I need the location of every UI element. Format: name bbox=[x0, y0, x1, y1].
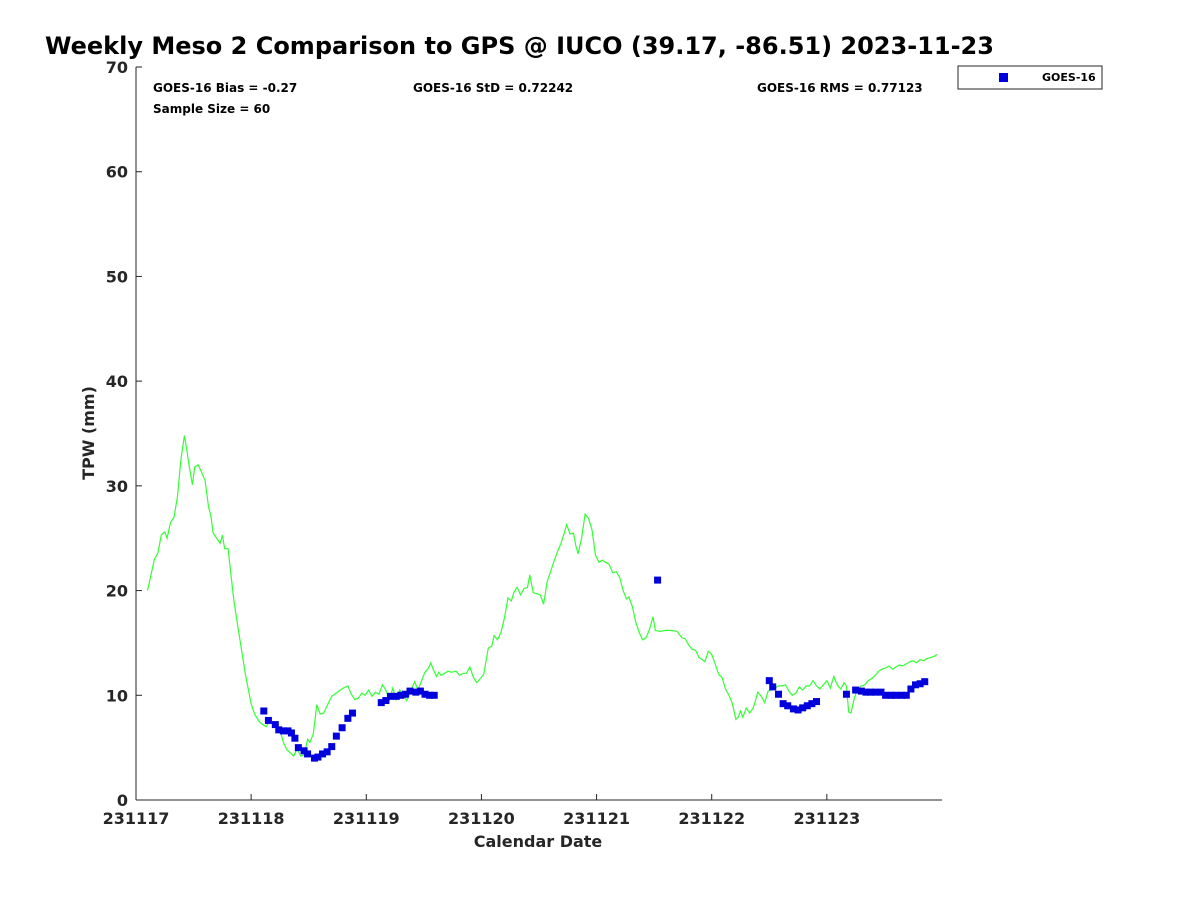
stats-annotations: GOES-16 Bias = -0.27 GOES-16 StD = 0.722… bbox=[153, 81, 923, 116]
goes16-point bbox=[416, 687, 424, 695]
goes16-point bbox=[779, 700, 787, 708]
goes16-point bbox=[867, 688, 875, 696]
legend-marker-goes16 bbox=[999, 73, 1008, 82]
goes16-point bbox=[794, 706, 802, 714]
goes16-point bbox=[328, 743, 336, 751]
x-tick-label: 231122 bbox=[678, 809, 745, 828]
goes16-point bbox=[921, 678, 929, 686]
goes16-point bbox=[898, 691, 906, 699]
stat-std: GOES-16 StD = 0.72242 bbox=[413, 81, 573, 95]
goes16-point bbox=[857, 687, 865, 695]
goes16-point bbox=[812, 698, 820, 706]
goes16-point bbox=[291, 734, 299, 742]
y-axis-ticks: 0 10 20 30 40 50 60 70 bbox=[106, 58, 142, 810]
x-tick-label: 231120 bbox=[448, 809, 515, 828]
chart-title: Weekly Meso 2 Comparison to GPS @ IUCO (… bbox=[45, 32, 994, 60]
goes16-point bbox=[294, 744, 302, 752]
goes16-point bbox=[264, 716, 272, 724]
goes16-point bbox=[654, 576, 662, 584]
goes16-point bbox=[774, 690, 782, 698]
y-tick-label: 70 bbox=[106, 58, 128, 77]
goes16-point bbox=[344, 714, 352, 722]
goes16-point bbox=[386, 692, 394, 700]
goes16-point bbox=[271, 721, 279, 729]
goes16-point bbox=[332, 732, 340, 740]
y-axis-label: TPW (mm) bbox=[79, 386, 98, 480]
x-tick-label: 231118 bbox=[218, 809, 285, 828]
series-layer bbox=[146, 435, 938, 762]
stat-bias: GOES-16 Bias = -0.27 bbox=[153, 81, 297, 95]
goes16-point bbox=[426, 691, 434, 699]
goes16-point bbox=[765, 677, 773, 685]
y-tick-label: 50 bbox=[106, 267, 128, 286]
goes16-point bbox=[406, 687, 414, 695]
goes16-point bbox=[275, 726, 283, 734]
y-tick-label: 20 bbox=[106, 582, 128, 601]
plot-area: 0 10 20 30 40 50 60 70 231117 231118 231119 231120… bbox=[103, 58, 942, 828]
goes16-point bbox=[304, 750, 312, 758]
x-axis-ticks: 231117 231118 231119 231120 231121 231122 2311… bbox=[103, 794, 860, 828]
goes16-point bbox=[842, 690, 850, 698]
goes16-point bbox=[799, 704, 807, 712]
stat-sample-size: Sample Size = 60 bbox=[153, 102, 270, 116]
legend: GOES-16 bbox=[957, 65, 1103, 90]
stat-rms: GOES-16 RMS = 0.77123 bbox=[757, 81, 923, 95]
goes16-point bbox=[314, 753, 322, 761]
goes16-point bbox=[892, 691, 900, 699]
goes16-point bbox=[412, 688, 420, 696]
goes16-point bbox=[784, 702, 792, 710]
goes16-point bbox=[887, 691, 895, 699]
goes16-point bbox=[377, 699, 385, 707]
goes16-point bbox=[907, 685, 915, 693]
goes16-point bbox=[803, 702, 811, 710]
goes16-point bbox=[808, 700, 816, 708]
y-tick-label: 10 bbox=[106, 686, 128, 705]
goes16-point bbox=[338, 724, 346, 732]
goes16-point bbox=[421, 690, 429, 698]
goes16-point bbox=[279, 727, 287, 735]
goes16-point bbox=[397, 691, 405, 699]
goes16-point bbox=[287, 729, 295, 737]
legend-label-goes16: GOES-16 bbox=[1042, 71, 1096, 84]
goes16-point bbox=[769, 683, 777, 691]
goes16-point bbox=[319, 750, 327, 758]
y-tick-label: 30 bbox=[106, 477, 128, 496]
goes16-point bbox=[871, 688, 879, 696]
goes16-point bbox=[862, 688, 870, 696]
goes16-point bbox=[912, 681, 920, 689]
goes16-point bbox=[852, 686, 860, 694]
x-tick-label: 231119 bbox=[333, 809, 400, 828]
x-axis-label: Calendar Date bbox=[474, 832, 603, 851]
goes16-point bbox=[260, 707, 268, 715]
goes16-point bbox=[430, 691, 438, 699]
y-tick-label: 40 bbox=[106, 372, 128, 391]
goes16-point bbox=[323, 748, 331, 756]
goes16-point bbox=[401, 690, 409, 698]
y-tick-label: 0 bbox=[117, 791, 128, 810]
x-tick-label: 231117 bbox=[103, 809, 170, 828]
legend-box bbox=[957, 65, 1103, 90]
goes16-point bbox=[877, 688, 885, 696]
x-tick-label: 231121 bbox=[563, 809, 630, 828]
goes16-point bbox=[882, 691, 890, 699]
goes16-point bbox=[348, 709, 356, 717]
goes16-point bbox=[392, 692, 400, 700]
y-tick-label: 60 bbox=[106, 163, 128, 182]
goes16-point bbox=[902, 691, 910, 699]
goes16-point bbox=[789, 705, 797, 713]
goes16-point bbox=[916, 680, 924, 688]
goes16-point bbox=[382, 697, 390, 705]
x-tick-label: 231123 bbox=[793, 809, 860, 828]
